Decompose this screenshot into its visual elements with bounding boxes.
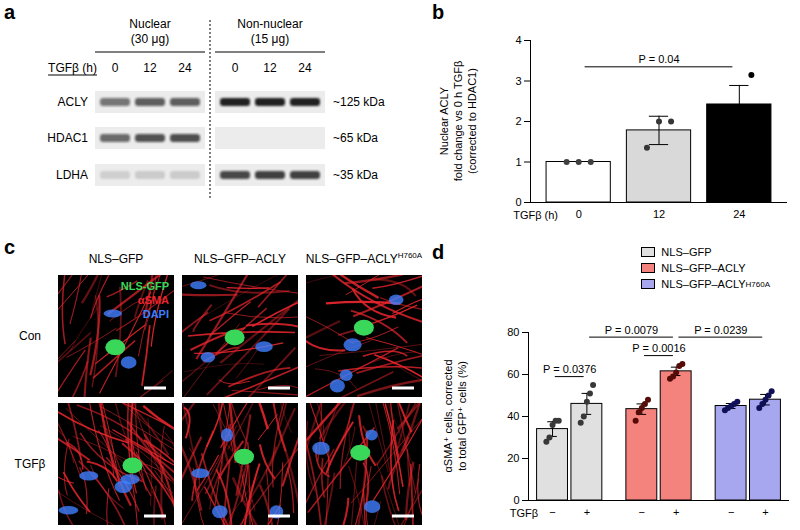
html-text:NLS–GFP–ACLY: NLS–GFP–ACLY <box>661 262 746 274</box>
svg-text:NLS–GFP: NLS–GFP <box>89 252 144 266</box>
svg-text:~125 kDa: ~125 kDa <box>333 95 385 109</box>
svg-text:Nuclear: Nuclear <box>129 17 170 31</box>
svg-text:24: 24 <box>733 208 745 220</box>
svg-text:+: + <box>673 506 679 518</box>
svg-text:DAPI: DAPI <box>143 308 169 320</box>
svg-text:−: − <box>728 506 734 518</box>
svg-text:~35 kDa: ~35 kDa <box>333 168 378 182</box>
svg-text:αSMA: αSMA <box>138 294 169 306</box>
svg-text:~65 kDa: ~65 kDa <box>333 131 378 145</box>
svg-text:24: 24 <box>178 61 192 75</box>
svg-text:80: 80 <box>507 326 519 338</box>
svg-text:LDHA: LDHA <box>56 168 88 182</box>
svg-text:20: 20 <box>507 452 519 464</box>
svg-text:60: 60 <box>507 368 519 380</box>
svg-text:+: + <box>762 506 768 518</box>
svg-text:3: 3 <box>515 75 521 87</box>
svg-text:P = 0.0376: P = 0.0376 <box>543 363 596 375</box>
svg-text:−: − <box>549 506 555 518</box>
svg-text:0: 0 <box>515 196 521 208</box>
svg-text:TGFβ: TGFβ <box>510 507 538 519</box>
html-text:a: a <box>4 1 16 23</box>
svg-text:24: 24 <box>298 61 312 75</box>
svg-text:HDAC1: HDAC1 <box>47 131 88 145</box>
svg-text:fold change vs 0 h TGFβ: fold change vs 0 h TGFβ <box>452 61 464 181</box>
svg-text:ACLY: ACLY <box>58 95 88 109</box>
html-text:c: c <box>4 236 16 258</box>
svg-text:to total GFP⁺ cells (%): to total GFP⁺ cells (%) <box>456 361 468 471</box>
html-text:d: d <box>432 241 445 263</box>
svg-text:0: 0 <box>232 61 239 75</box>
svg-text:(corrected to HDAC1): (corrected to HDAC1) <box>466 68 478 174</box>
svg-text:NLS–GFP–ACLY: NLS–GFP–ACLY <box>194 252 286 266</box>
svg-text:+: + <box>584 506 590 518</box>
svg-text:0: 0 <box>112 61 119 75</box>
svg-text:40: 40 <box>507 410 519 422</box>
svg-text:0: 0 <box>513 494 519 506</box>
svg-text:(30 μg): (30 μg) <box>131 32 169 46</box>
svg-text:P = 0.0079: P = 0.0079 <box>605 324 658 336</box>
svg-text:NLS–GFP–ACLYH760A: NLS–GFP–ACLYH760A <box>306 251 423 266</box>
svg-text:0: 0 <box>576 208 582 220</box>
svg-text:Nuclear ACLY: Nuclear ACLY <box>438 86 450 155</box>
svg-text:NLS-GFP: NLS-GFP <box>121 280 169 292</box>
svg-text:4: 4 <box>515 34 521 46</box>
svg-text:(15 μg): (15 μg) <box>251 32 289 46</box>
svg-text:P = 0.0016: P = 0.0016 <box>632 342 685 354</box>
html-text:NLS–GFP–ACLYH760A: NLS–GFP–ACLYH760A <box>661 278 770 290</box>
svg-text:P = 0.04: P = 0.04 <box>638 53 679 65</box>
svg-text:12: 12 <box>263 61 277 75</box>
svg-text:12: 12 <box>653 208 665 220</box>
svg-text:−: − <box>639 506 645 518</box>
svg-text:TGFβ (h): TGFβ (h) <box>48 61 97 75</box>
html-text:NLS–GFP: NLS–GFP <box>661 246 712 258</box>
svg-text:2: 2 <box>515 115 521 127</box>
svg-text:TGFβ: TGFβ <box>15 457 46 471</box>
svg-text:TGFβ (h): TGFβ (h) <box>513 209 558 221</box>
svg-text:P = 0.0239: P = 0.0239 <box>694 324 747 336</box>
svg-text:Non-nuclear: Non-nuclear <box>237 17 302 31</box>
html-text:b: b <box>432 1 445 23</box>
svg-text:12: 12 <box>143 61 157 75</box>
svg-text:1: 1 <box>515 156 521 168</box>
svg-text:Con: Con <box>19 329 41 343</box>
svg-text:αSMA⁺ cells, corrected: αSMA⁺ cells, corrected <box>442 359 454 472</box>
